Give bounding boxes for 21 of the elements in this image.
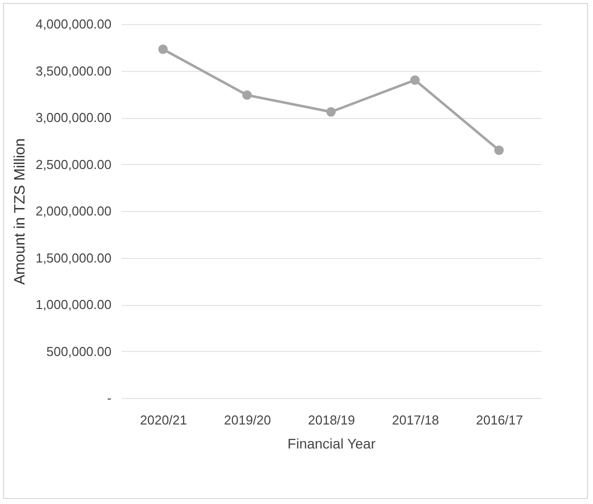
x-tick-label: 2020/21 (140, 412, 187, 428)
point (494, 145, 504, 155)
y-tick-label: 500,000.00 (46, 344, 112, 359)
x-tick-label: 2016/17 (476, 412, 523, 428)
x-tick-label: 2017/18 (392, 412, 439, 428)
point (242, 90, 252, 100)
y-tick-label: 3,500,000.00 (36, 63, 112, 78)
point (326, 107, 336, 117)
y-tick-label: 3,000,000.00 (36, 110, 112, 125)
x-axis-title: Financial Year (288, 436, 376, 452)
point (410, 75, 420, 85)
point (158, 44, 168, 54)
y-tick-label: 4,000,000.00 (36, 16, 112, 32)
x-tick-label: 2018/19 (308, 412, 355, 428)
y-tick-label: - (107, 390, 112, 406)
y-tick-label: 1,500,000.00 (36, 250, 112, 266)
y-axis-title: Amount in TZS Million (12, 138, 29, 285)
y-tick-label: 2,000,000.00 (36, 204, 112, 218)
y-tick-label: 1,000,000.00 (36, 297, 112, 312)
x-tick-label: 2019/20 (224, 412, 271, 428)
y-tick-label: 2,500,000.00 (36, 156, 112, 172)
